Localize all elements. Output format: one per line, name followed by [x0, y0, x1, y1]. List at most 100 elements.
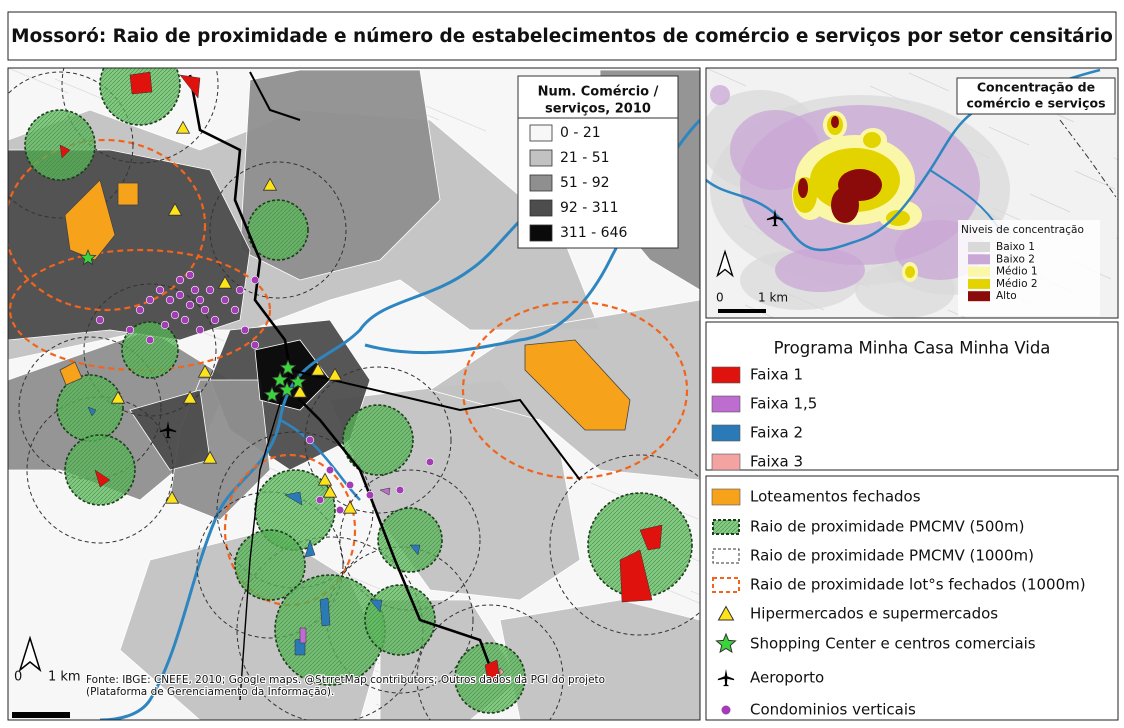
density-high: [831, 116, 839, 128]
class-swatch: [530, 125, 552, 141]
vertical-condominium: [336, 506, 344, 514]
scale-label: 1 km: [48, 670, 81, 685]
density-swatch: [968, 279, 990, 289]
class-label: 0 - 21: [560, 125, 601, 141]
pmcmv-buffer-500m: [365, 585, 435, 655]
density-high: [831, 187, 859, 223]
vertical-condominium: [346, 481, 354, 489]
vertical-condominium: [166, 296, 174, 304]
class-swatch: [530, 175, 552, 191]
pmcmv-swatch: [712, 396, 740, 412]
pmcmv-label: Faixa 3: [750, 453, 803, 471]
vertical-condominium: [196, 326, 204, 334]
source-note: (Plataforma de Gerenciamento da Informaç…: [86, 686, 334, 698]
layer-label: Hipermercados e supermercados: [750, 605, 998, 623]
pmcmv-swatch: [712, 454, 740, 470]
vertical-condominium: [186, 301, 194, 309]
vertical-condominium: [231, 306, 239, 314]
map-layout: Mossoró: Raio de proximidade e número de…: [0, 0, 1124, 728]
scale-bar: [718, 309, 766, 313]
class-label: 311 - 646: [560, 225, 627, 241]
legend-symbol: [722, 706, 731, 715]
vertical-condominium: [201, 306, 209, 314]
inset-title: Concentração de: [977, 80, 1095, 95]
census-sector: [8, 150, 250, 340]
vertical-condominium: [161, 321, 169, 329]
vertical-condominium: [221, 296, 229, 304]
vertical-condominium: [196, 296, 204, 304]
vertical-condominium: [146, 296, 154, 304]
density-label: Alto: [996, 290, 1017, 302]
pmcmv-housing: [300, 628, 306, 643]
layer-label: Aeroporto: [750, 669, 824, 687]
class-swatch: [530, 225, 552, 241]
density-swatch: [968, 291, 990, 301]
vertical-condominium: [191, 286, 199, 294]
class-legend-title: serviços, 2010: [545, 102, 651, 117]
vertical-condominium: [251, 276, 259, 284]
vertical-condominium: [316, 496, 324, 504]
vertical-condominium: [236, 286, 244, 294]
scale-zero: 0: [14, 670, 22, 685]
vertical-condominium: [206, 286, 214, 294]
census-sector: [500, 600, 700, 720]
vertical-condominium: [326, 466, 334, 474]
map-title: Mossoró: Raio de proximidade e número de…: [11, 26, 1113, 47]
body: Mossoró: Raio de proximidade e número de…: [0, 0, 1124, 728]
layer-label: Condominios verticais: [750, 701, 916, 719]
gated-lot: [118, 183, 138, 205]
class-label: 92 - 311: [560, 200, 619, 216]
vertical-condominium: [211, 316, 219, 324]
density-swatch: [968, 254, 990, 264]
pmcmv-housing: [320, 598, 330, 626]
density-label: Médio 1: [996, 266, 1038, 278]
layer-label: Raio de proximidade lot°s fechados (1000…: [750, 576, 1086, 594]
class-swatch: [530, 150, 552, 166]
class-label: 21 - 51: [560, 150, 610, 166]
vertical-condominium: [171, 311, 179, 319]
vertical-condominium: [366, 491, 374, 499]
inset-title: comércio e serviços: [966, 96, 1105, 111]
legend-symbol: [713, 520, 739, 534]
page: Mossoró map {"title": "Mossoró: Raio de …: [0, 0, 1124, 728]
vertical-condominium: [146, 336, 154, 344]
density-mid-2: [863, 132, 881, 148]
pmcmv-housing: [130, 72, 152, 94]
scale-bar: [12, 712, 70, 718]
vertical-condominium: [176, 291, 184, 299]
class-legend-title: Num. Comércio /: [538, 85, 659, 100]
density-low-2: [775, 248, 865, 292]
pmcmv-legend-title: Programa Minha Casa Minha Vida: [774, 339, 1051, 358]
layer-label: Raio de proximidade PMCMV (1000m): [750, 547, 1034, 565]
pmcmv-buffer-500m: [343, 405, 413, 475]
vertical-condominium: [241, 326, 249, 334]
vertical-condominium: [156, 286, 164, 294]
vertical-condominium: [306, 436, 314, 444]
scale-label: 1 km: [758, 291, 788, 305]
density-label: Médio 2: [996, 278, 1038, 290]
density-high: [798, 178, 808, 198]
density-swatch: [968, 242, 990, 252]
density-legend-title: Niveis de concentração: [961, 224, 1084, 236]
density-label: Baixo 2: [996, 253, 1035, 265]
pmcmv-swatch: [712, 425, 740, 441]
vertical-condominium: [176, 276, 184, 284]
layer-label: Raio de proximidade PMCMV (500m): [750, 518, 1024, 536]
vertical-condominium: [186, 271, 194, 279]
vertical-condominium: [396, 486, 404, 494]
vertical-condominium: [181, 316, 189, 324]
vertical-condominium: [126, 326, 134, 334]
density-mid-2: [905, 266, 915, 278]
pmcmv-label: Faixa 1: [750, 366, 803, 384]
vertical-condominium: [96, 316, 104, 324]
density-swatch: [968, 267, 990, 277]
vertical-condominium: [136, 306, 144, 314]
density-label: Baixo 1: [996, 241, 1035, 253]
pmcmv-swatch: [712, 367, 740, 383]
class-swatch: [530, 200, 552, 216]
layer-label: Loteamentos fechados: [750, 488, 921, 506]
density-low-2: [710, 85, 730, 105]
scale-zero: 0: [716, 291, 724, 305]
vertical-condominium: [426, 458, 434, 466]
pmcmv-label: Faixa 2: [750, 424, 803, 442]
